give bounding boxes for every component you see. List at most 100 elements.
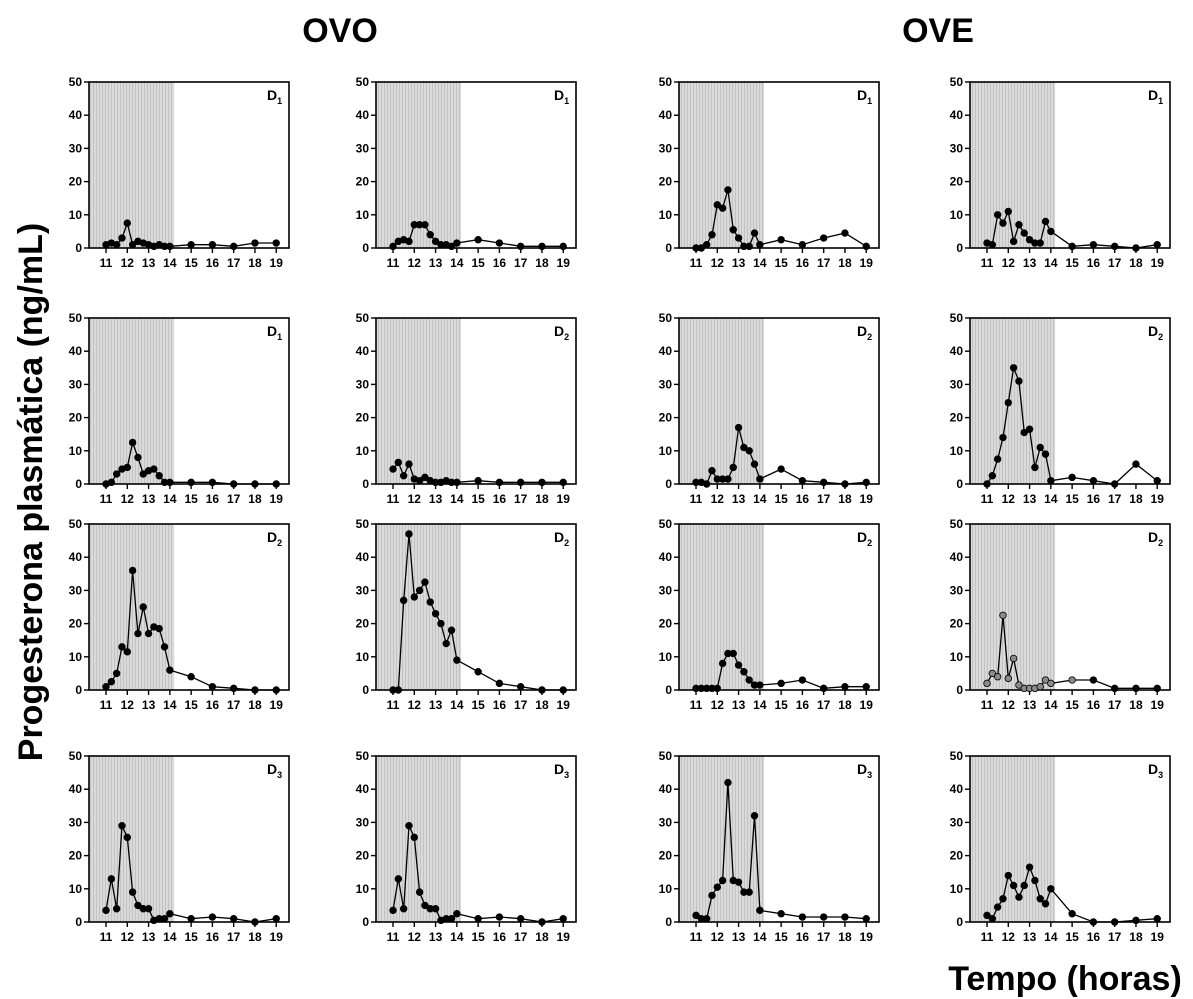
data-point: [1031, 463, 1039, 472]
shaded-region: [376, 524, 462, 690]
data-point: [107, 478, 116, 487]
data-point: [1068, 473, 1076, 482]
x-tick-label: 16: [493, 698, 507, 712]
data-point: [1047, 885, 1055, 893]
x-tick-label: 16: [796, 930, 810, 944]
panel-label-subscript: 1: [277, 96, 282, 106]
x-tick-label: 14: [1044, 930, 1058, 944]
chart-panel-11: 0 10 20 30 40 50 11 12 13 14 15 16 17 18 19 D2: [659, 517, 880, 712]
y-tick-label: 50: [69, 749, 83, 763]
data-point: [1020, 229, 1028, 237]
data-point: [718, 204, 727, 212]
data-point: [1015, 893, 1023, 901]
x-tick-label: 17: [817, 698, 831, 712]
x-tick-label: 14: [753, 492, 767, 506]
panel-label-letter: D: [267, 323, 277, 339]
y-tick-label: 20: [69, 617, 83, 631]
x-tick-label: 19: [860, 256, 874, 270]
data-point: [112, 470, 121, 478]
y-tick-label: 40: [356, 344, 370, 358]
y-tick-label: 40: [659, 550, 673, 564]
x-tick-label: 12: [711, 930, 725, 944]
data-point: [474, 476, 482, 485]
x-tick-label: 15: [184, 256, 198, 270]
panel-label-subscript: 3: [277, 770, 282, 780]
data-point: [405, 822, 413, 830]
shaded-region: [89, 524, 175, 690]
chart-panel-14: 0 10 20 30 40 50 11 12 13 14 15 16 17 18 19 D3: [356, 749, 577, 944]
x-tick-label: 14: [163, 698, 177, 712]
x-tick-label: 19: [557, 698, 571, 712]
y-tick-label: 10: [659, 208, 673, 222]
data-point: [1015, 681, 1023, 689]
data-point: [1132, 916, 1140, 925]
x-tick-label: 17: [1108, 256, 1122, 270]
data-point: [431, 609, 440, 618]
y-tick-label: 50: [950, 517, 964, 531]
plot-frame: [375, 81, 577, 249]
x-tick-label: 15: [184, 698, 198, 712]
x-tick-label: 17: [227, 698, 241, 712]
chart-panel-7: 0 10 20 30 40 50 11 12 13 14 15 16 17 18 19 D2: [659, 311, 880, 506]
data-point: [988, 240, 997, 249]
data-point: [474, 235, 482, 244]
data-point: [708, 467, 716, 475]
x-tick-label: 11: [100, 492, 113, 506]
x-tick-label: 17: [1108, 492, 1122, 506]
shaded-region: [376, 318, 462, 484]
panel-label-letter: D: [554, 87, 564, 103]
y-tick-label: 30: [69, 377, 83, 391]
plot-frame: [969, 317, 1171, 485]
data-point: [415, 476, 424, 485]
y-tick-label: 20: [950, 411, 964, 425]
x-tick-label: 17: [1108, 698, 1122, 712]
panel-label-letter: D: [857, 87, 867, 103]
x-tick-label: 12: [711, 256, 725, 270]
x-tick-label: 15: [774, 492, 788, 506]
data-point: [999, 611, 1007, 619]
x-tick-label: 15: [184, 930, 198, 944]
x-tick-label: 14: [1044, 698, 1058, 712]
data-point: [516, 914, 525, 923]
data-point: [798, 913, 807, 921]
data-point: [559, 914, 567, 923]
chart-panel-9: 0 10 20 30 40 50 11 12 13 14 15 16 17 18 19 D2: [69, 517, 290, 712]
x-tick-label: 17: [514, 930, 528, 944]
x-tick-label: 16: [1087, 492, 1101, 506]
y-tick-label: 50: [659, 517, 673, 531]
x-tick-label: 16: [493, 256, 507, 270]
y-tick-label: 40: [950, 782, 964, 796]
data-point: [708, 231, 716, 239]
x-tick-label: 11: [981, 492, 994, 506]
chart-panel-15: 0 10 20 30 40 50 11 12 13 14 15 16 17 18 19 D3: [659, 749, 880, 944]
x-tick-label: 13: [732, 492, 746, 506]
y-tick-label: 0: [665, 915, 672, 929]
data-point: [229, 242, 238, 251]
x-tick-label: 12: [121, 698, 135, 712]
y-tick-label: 10: [356, 650, 370, 664]
y-tick-label: 30: [356, 583, 370, 597]
data-point: [118, 822, 126, 830]
data-point: [1132, 684, 1140, 693]
y-tick-label: 40: [69, 550, 83, 564]
data-point: [1036, 682, 1044, 691]
panel-label-subscript: 2: [277, 538, 282, 548]
x-tick-label: 18: [838, 492, 852, 506]
data-point: [123, 219, 131, 227]
data-point: [166, 242, 174, 251]
data-point: [988, 472, 997, 480]
data-point: [415, 888, 424, 896]
data-point: [692, 911, 700, 920]
x-tick-label: 13: [732, 256, 746, 270]
y-tick-label: 0: [956, 683, 963, 697]
data-point: [1153, 684, 1161, 693]
y-tick-label: 30: [659, 815, 673, 829]
shaded-region: [89, 82, 175, 248]
data-point: [1041, 450, 1050, 458]
panel-label: D2: [857, 323, 872, 342]
data-point: [841, 480, 849, 488]
data-point: [993, 903, 1002, 911]
shaded-region: [679, 756, 765, 922]
data-point: [734, 423, 743, 432]
data-point: [453, 478, 461, 487]
